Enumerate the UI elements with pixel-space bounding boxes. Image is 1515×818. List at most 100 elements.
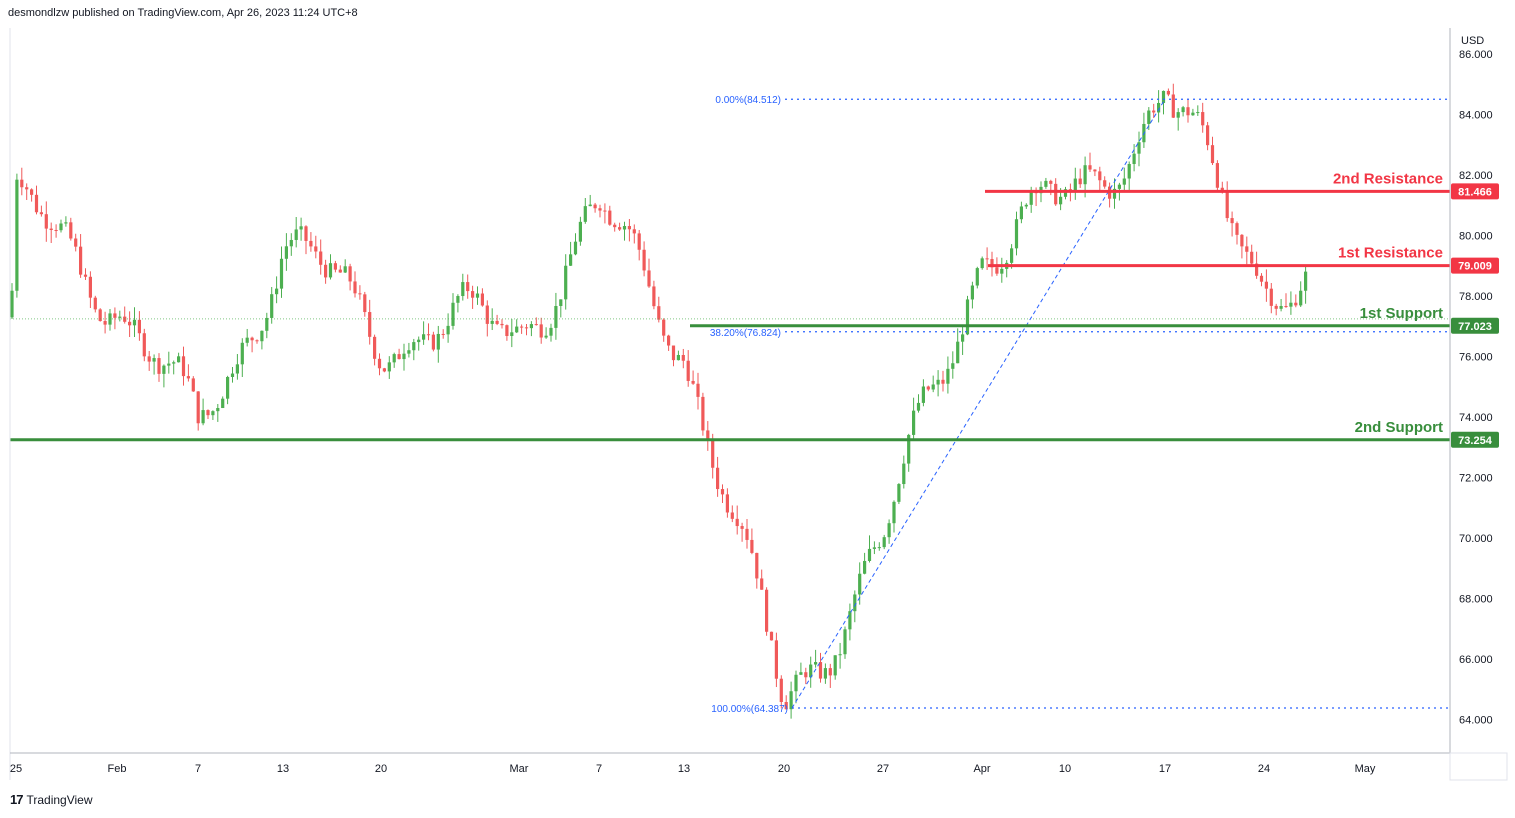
y-tick-label: 74.000 [1459,412,1493,424]
candle-body [671,345,676,361]
tradingview-logo-icon: 17 [10,792,24,807]
candle-body [1078,178,1082,185]
candle-body [324,264,328,278]
candle-body [510,332,514,337]
candle-body [686,360,690,381]
x-tick-label: 13 [277,763,289,775]
candle-body [774,640,778,679]
candle-body [177,356,181,363]
candle-body [569,254,573,266]
x-tick-label: Apr [973,763,990,775]
tradingview-footer[interactable]: 17 TradingView [10,792,93,807]
candle-body [456,296,460,303]
candle-body [1230,218,1234,224]
candle-body [907,434,911,464]
axis-corner [1449,752,1508,781]
candle-body [936,379,940,385]
candle-body [39,212,43,215]
candle-body [701,396,705,431]
candle-body [103,321,107,325]
candle-body [480,293,484,306]
candle-body [515,326,519,333]
candle-body [30,189,34,195]
level-price-badge [1451,317,1499,334]
candle-body [132,319,137,326]
candle-body [1014,219,1019,249]
candle-body [926,386,930,390]
candle-body [485,305,489,324]
candle-body [794,674,798,692]
x-tick-label: Mar [510,763,529,775]
candle-body [245,337,249,343]
candle-body [495,320,499,324]
y-tick-label: 82.000 [1459,170,1493,182]
candle-body [441,333,445,335]
candle-body [186,376,190,379]
candle-body [265,317,269,331]
level-price-badge [1451,257,1499,274]
candle-body [867,548,872,561]
candle-body [1088,165,1092,170]
candle-body [814,662,818,665]
x-tick-label: Feb [108,763,127,775]
candles-group [10,83,1308,719]
candle-body [583,206,587,222]
candle-body [853,594,857,612]
candle-body [588,204,592,207]
x-tick-label: 20 [375,763,387,775]
candle-body [838,654,842,656]
candle-body [1250,251,1254,264]
candle-body [490,320,494,324]
x-tick-label: 7 [596,763,602,775]
candle-body [314,246,318,252]
candle-body [152,358,156,362]
candle-body [358,293,362,295]
candle-body [240,342,244,365]
level-name-label: 2nd Resistance [1333,170,1443,187]
candle-body [113,313,117,318]
candle-body [1019,206,1023,220]
y-tick-label: 72.000 [1459,473,1493,485]
candle-body [79,246,83,275]
candle-body [382,368,386,372]
candle-body [15,179,19,291]
candle-body [1186,107,1190,116]
candle-body [417,339,421,343]
candle-body [181,356,186,377]
candle-body [191,378,195,392]
candle-body [1235,223,1239,235]
candle-body [466,282,470,292]
candle-body [652,286,656,307]
candle-body [363,294,367,313]
brand-label: TradingView [26,792,93,807]
candle-body [863,560,867,574]
candle-body [559,299,563,306]
candle-body [1059,196,1063,205]
candle-body [431,334,435,350]
candle-body [892,501,896,524]
candle-body [1137,142,1141,154]
candle-body [995,267,999,274]
level-price-badge-text: 81.466 [1458,186,1492,198]
candle-body [338,269,342,273]
candle-body [941,379,945,384]
candle-body [681,354,685,361]
candle-body [10,290,14,318]
candle-body [887,523,891,538]
candle-body [1117,184,1121,189]
currency-label: USD [1461,35,1484,47]
candle-body [1044,180,1048,187]
candle-body [162,365,166,374]
candle-body [931,384,935,390]
candle-body [368,312,372,337]
x-tick-label: 24 [1258,763,1270,775]
candle-body [59,223,63,231]
candle-body [1166,90,1170,95]
candle-body [676,354,680,361]
candle-body [872,547,876,549]
candle-body [1225,191,1229,219]
candle-body [216,408,220,412]
candle-body [426,334,431,336]
candle-body [64,222,68,224]
